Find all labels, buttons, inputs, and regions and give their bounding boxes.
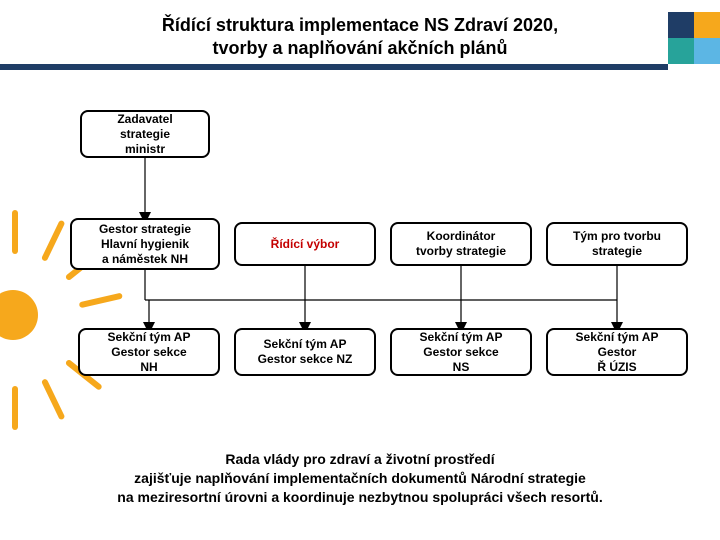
node-n3: Řídící výbor bbox=[234, 222, 376, 266]
header: Řídící struktura implementace NS Zdraví … bbox=[0, 0, 720, 80]
corner-logo bbox=[668, 12, 720, 64]
node-n5: Tým pro tvorbustrategie bbox=[546, 222, 688, 266]
node-n1: Zadavatelstrategieministr bbox=[80, 110, 210, 158]
node-n7: Sekční tým APGestor sekce NZ bbox=[234, 328, 376, 376]
corner-tl bbox=[668, 12, 694, 38]
slide: Řídící struktura implementace NS Zdraví … bbox=[0, 0, 720, 540]
corner-tr bbox=[694, 12, 720, 38]
corner-br bbox=[694, 38, 720, 64]
org-diagram: Zadavatelstrategieministr Gestor strategi… bbox=[0, 100, 720, 430]
header-underbar bbox=[0, 64, 668, 70]
node-n2: Gestor strategieHlavní hygienika náměste… bbox=[70, 218, 220, 270]
node-n6: Sekční tým APGestor sekceNH bbox=[78, 328, 220, 376]
footer-text: Rada vlády pro zdraví a životní prostřed… bbox=[40, 450, 680, 507]
node-n4: Koordinátortvorby strategie bbox=[390, 222, 532, 266]
page-title: Řídící struktura implementace NS Zdraví … bbox=[100, 14, 620, 61]
corner-bl bbox=[668, 38, 694, 64]
node-n8: Sekční tým APGestor sekceNS bbox=[390, 328, 532, 376]
node-n9: Sekční tým APGestorŘ ÚZIS bbox=[546, 328, 688, 376]
